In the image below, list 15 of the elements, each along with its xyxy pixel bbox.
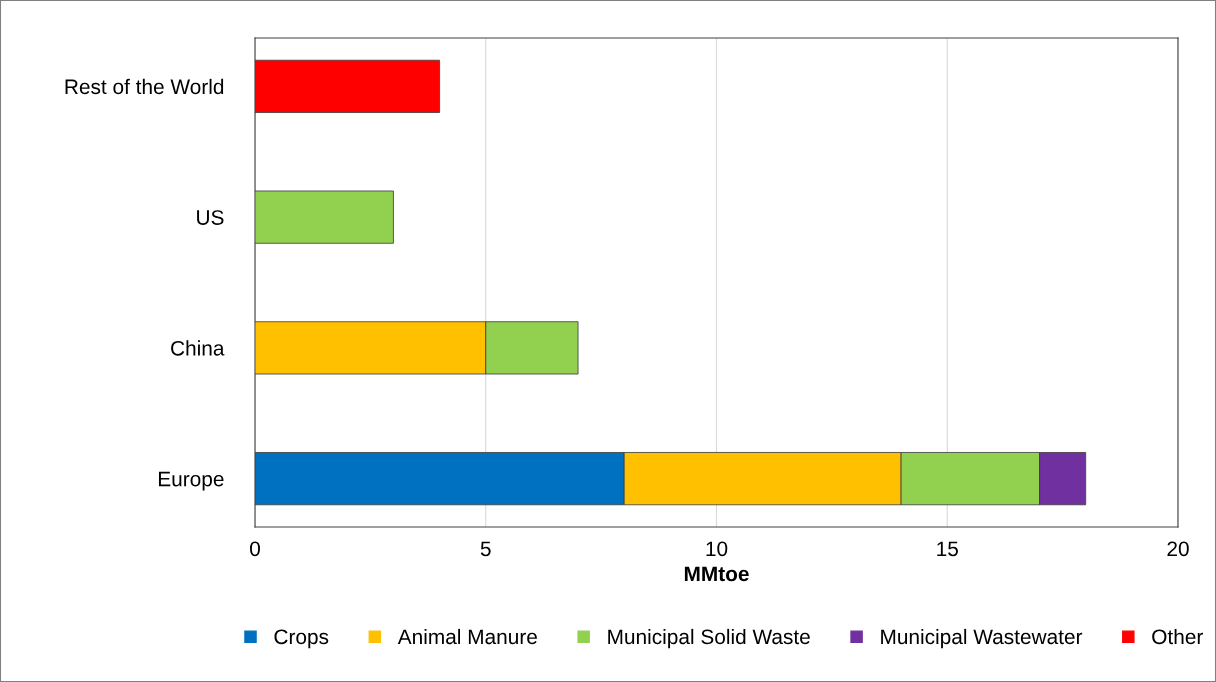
y-tick-label: US	[197, 210, 224, 225]
legend-label: Crops	[274, 629, 329, 649]
x-tick-label: 15	[937, 541, 958, 557]
legend-label: Municipal Solid Waste	[608, 628, 810, 649]
x-axis-title: MMtoe	[684, 566, 749, 582]
legend-label: Other	[1152, 628, 1203, 645]
legend-label: Municipal Wastewater	[881, 628, 1083, 649]
legend-label: Animal Manure	[397, 628, 537, 645]
y-tick-label: Europe	[158, 471, 224, 491]
x-tick-label: 10	[706, 541, 728, 557]
x-tick-label: 0	[250, 541, 260, 557]
y-tick-label: Rest of the World	[65, 78, 224, 95]
x-tick-label: 5	[480, 541, 491, 557]
x-tick-label: 20	[1167, 541, 1189, 557]
y-tick-label: China	[171, 340, 225, 356]
